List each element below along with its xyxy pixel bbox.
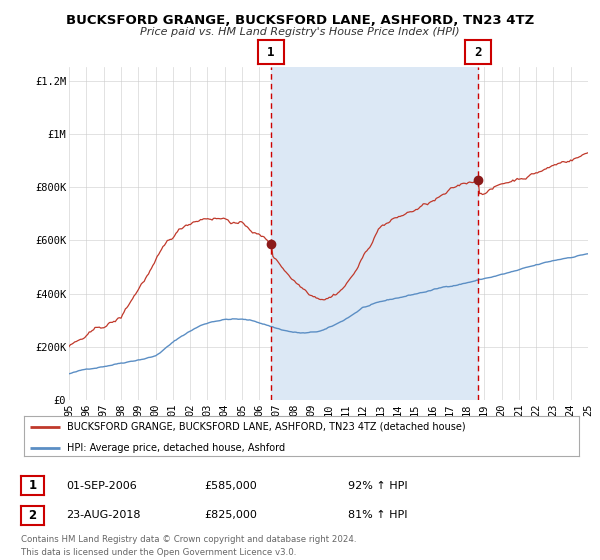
Text: 81% ↑ HPI: 81% ↑ HPI: [348, 510, 407, 520]
Text: Contains HM Land Registry data © Crown copyright and database right 2024.
This d: Contains HM Land Registry data © Crown c…: [21, 535, 356, 557]
Text: 1: 1: [267, 45, 275, 59]
Text: 2: 2: [474, 45, 482, 59]
Text: 01-SEP-2006: 01-SEP-2006: [66, 480, 137, 491]
Text: 92% ↑ HPI: 92% ↑ HPI: [348, 480, 407, 491]
Text: 1: 1: [28, 479, 37, 492]
Text: Price paid vs. HM Land Registry's House Price Index (HPI): Price paid vs. HM Land Registry's House …: [140, 27, 460, 37]
Text: 2: 2: [28, 508, 37, 522]
Text: BUCKSFORD GRANGE, BUCKSFORD LANE, ASHFORD, TN23 4TZ (detached house): BUCKSFORD GRANGE, BUCKSFORD LANE, ASHFOR…: [67, 422, 466, 432]
Text: BUCKSFORD GRANGE, BUCKSFORD LANE, ASHFORD, TN23 4TZ: BUCKSFORD GRANGE, BUCKSFORD LANE, ASHFOR…: [66, 14, 534, 27]
Bar: [271, 67, 478, 400]
Text: HPI: Average price, detached house, Ashford: HPI: Average price, detached house, Ashf…: [67, 442, 286, 452]
Text: £825,000: £825,000: [204, 510, 257, 520]
Text: £585,000: £585,000: [204, 480, 257, 491]
Text: 23-AUG-2018: 23-AUG-2018: [66, 510, 140, 520]
